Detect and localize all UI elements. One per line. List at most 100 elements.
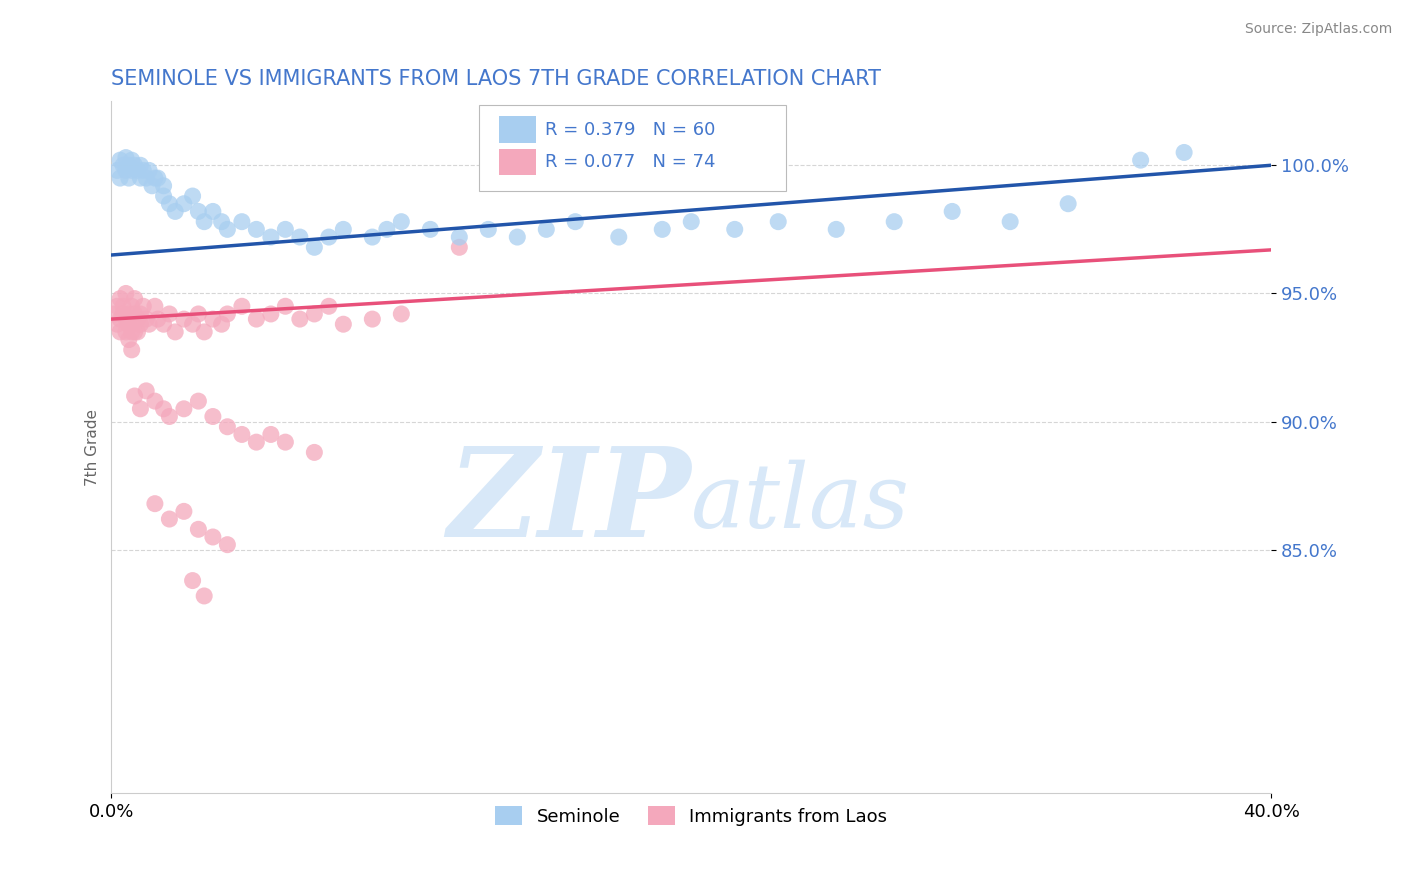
Point [173, 401, 195, 416]
Point [506, 230, 529, 244]
Point [361, 312, 384, 326]
Point [201, 409, 224, 424]
Point [129, 401, 152, 416]
Point [201, 530, 224, 544]
Point [825, 222, 848, 236]
Point [157, 512, 180, 526]
Point [105, 317, 128, 331]
Point [118, 333, 141, 347]
Point [108, 325, 131, 339]
Point [165, 204, 187, 219]
Point [111, 307, 134, 321]
Point [187, 307, 209, 321]
Point [288, 230, 311, 244]
Point [115, 325, 138, 339]
Point [152, 401, 174, 416]
Point [132, 299, 155, 313]
Point [201, 204, 224, 219]
Point [129, 171, 152, 186]
Point [124, 307, 146, 321]
Point [1129, 153, 1152, 168]
Point [135, 171, 157, 186]
Point [274, 435, 297, 450]
Point [146, 312, 169, 326]
Bar [499, 117, 536, 143]
Point [304, 307, 326, 321]
Point [127, 325, 149, 339]
Point [477, 222, 499, 236]
Point [260, 307, 283, 321]
Text: Source: ZipAtlas.com: Source: ZipAtlas.com [1244, 22, 1392, 37]
Point [138, 163, 160, 178]
Point [245, 222, 267, 236]
Legend: Seminole, Immigrants from Laos: Seminole, Immigrants from Laos [488, 799, 894, 833]
Point [332, 317, 354, 331]
Bar [499, 149, 536, 175]
Point [152, 317, 174, 331]
Point [121, 343, 143, 357]
Point [193, 215, 215, 229]
Point [115, 151, 138, 165]
Point [274, 299, 297, 313]
Point [724, 222, 747, 236]
Point [332, 222, 354, 236]
Point [118, 171, 141, 186]
Text: SEMINOLE VS IMMIGRANTS FROM LAOS 7TH GRADE CORRELATION CHART: SEMINOLE VS IMMIGRANTS FROM LAOS 7TH GRA… [111, 69, 882, 88]
Point [768, 215, 790, 229]
Point [121, 325, 143, 339]
Point [187, 394, 209, 409]
Point [115, 286, 138, 301]
Point [118, 307, 141, 321]
Point [157, 307, 180, 321]
Point [318, 299, 340, 313]
Point [217, 419, 239, 434]
Point [121, 153, 143, 168]
Point [127, 312, 149, 326]
Point [173, 504, 195, 518]
Point [143, 299, 166, 313]
Point [129, 307, 152, 321]
Point [883, 215, 905, 229]
Point [217, 538, 239, 552]
Point [288, 312, 311, 326]
Point [124, 389, 146, 403]
Point [1057, 196, 1080, 211]
Point [157, 196, 180, 211]
Point [124, 292, 146, 306]
Point [108, 312, 131, 326]
Point [245, 312, 267, 326]
Point [152, 189, 174, 203]
Point [111, 158, 134, 172]
Point [152, 178, 174, 193]
Point [135, 384, 157, 398]
Point [105, 163, 128, 178]
Point [121, 299, 143, 313]
Point [536, 222, 558, 236]
Point [449, 240, 471, 254]
Point [187, 522, 209, 536]
Point [115, 312, 138, 326]
Point [260, 230, 283, 244]
Point [375, 222, 398, 236]
Point [138, 317, 160, 331]
Point [304, 445, 326, 459]
Point [998, 215, 1021, 229]
Point [389, 215, 412, 229]
Point [173, 196, 195, 211]
Point [143, 171, 166, 186]
Point [274, 222, 297, 236]
Point [181, 574, 204, 588]
Point [121, 312, 143, 326]
Point [193, 325, 215, 339]
Point [105, 299, 128, 313]
Text: atlas: atlas [692, 459, 910, 546]
Point [449, 230, 471, 244]
Point [111, 299, 134, 313]
Point [231, 215, 253, 229]
Point [103, 307, 125, 321]
Point [231, 427, 253, 442]
Point [118, 158, 141, 172]
Point [211, 317, 233, 331]
Point [564, 215, 586, 229]
Point [141, 178, 163, 193]
